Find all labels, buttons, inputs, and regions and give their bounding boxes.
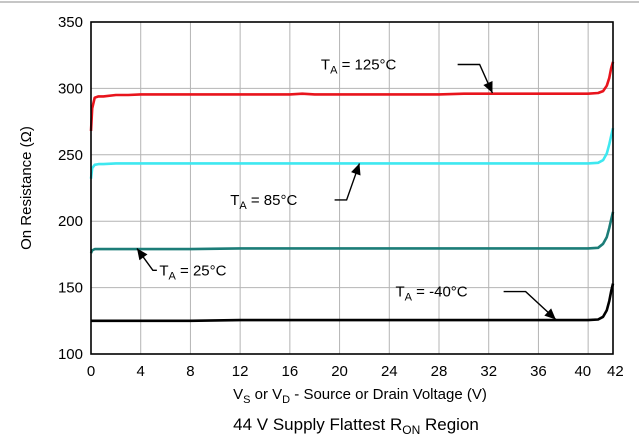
- x-tick-label: 20: [331, 363, 348, 380]
- x-tick-label: 24: [381, 363, 398, 380]
- x-label-sub-d: D: [282, 394, 290, 406]
- y-axis-label: On Resistance (Ω): [18, 126, 35, 250]
- series-line-1: [89, 61, 615, 131]
- x-label-or-v: or V: [250, 386, 282, 403]
- caption-main: 44 V Supply Flattest R: [233, 415, 402, 434]
- series-label-3: TA = 25°C: [159, 262, 226, 282]
- x-tick-label: 4: [137, 363, 145, 380]
- x-label-sub-s: S: [243, 394, 250, 406]
- series-line-3: [89, 211, 615, 254]
- y-tick-label: 350: [58, 14, 83, 31]
- x-axis-label: VS or VD - Source or Drain Voltage (V): [233, 386, 487, 406]
- y-tick-label: 300: [58, 80, 83, 97]
- y-tick-label: 250: [58, 147, 83, 164]
- annotation-arrowhead-3: [136, 248, 148, 261]
- caption-sub: ON: [402, 423, 420, 437]
- x-label-v: V: [233, 386, 243, 403]
- x-tick-label: 42: [607, 363, 624, 380]
- series-annotations: TA = 125°C TA = 85°C TA = 25°C TA = -40°C: [136, 56, 557, 320]
- chart-caption: 44 V Supply Flattest RON Region: [233, 415, 479, 437]
- x-tick-label: 12: [232, 363, 249, 380]
- x-tick-label: 0: [87, 363, 95, 380]
- x-tick-label: 36: [530, 363, 547, 380]
- series-label-2: TA = 85°C: [230, 192, 297, 212]
- annotation-arrowhead-4: [544, 308, 556, 320]
- annotation-arrowhead-1: [483, 80, 493, 94]
- y-tick-label: 150: [58, 280, 83, 297]
- annotation-leader-2: [334, 163, 361, 201]
- y-tick-label: 100: [58, 346, 83, 363]
- x-tick-label: 8: [186, 363, 194, 380]
- x-tick-label: 28: [431, 363, 448, 380]
- series-line-2: [89, 127, 615, 179]
- x-tick-label: 40: [574, 363, 591, 380]
- annotation-arrowhead-2: [351, 163, 361, 176]
- series-label-4: TA = -40°C: [396, 284, 468, 304]
- series-lines: [89, 61, 615, 323]
- caption-rest: Region: [420, 415, 479, 434]
- series-label-1: TA = 125°C: [321, 56, 397, 76]
- tick-labels: 0 4 8 12 16 20 24 28 32 36 40 42 100 150 200 250 300 350: [58, 14, 624, 380]
- plot-frame: [90, 21, 614, 355]
- x-label-rest: - Source or Drain Voltage (V): [290, 386, 487, 403]
- x-tick-label: 16: [282, 363, 299, 380]
- grid-lines: [91, 22, 613, 354]
- y-tick-label: 200: [58, 213, 83, 230]
- x-tick-label: 32: [480, 363, 497, 380]
- series-line-4: [90, 283, 615, 323]
- annotation-leader-4: [503, 290, 557, 320]
